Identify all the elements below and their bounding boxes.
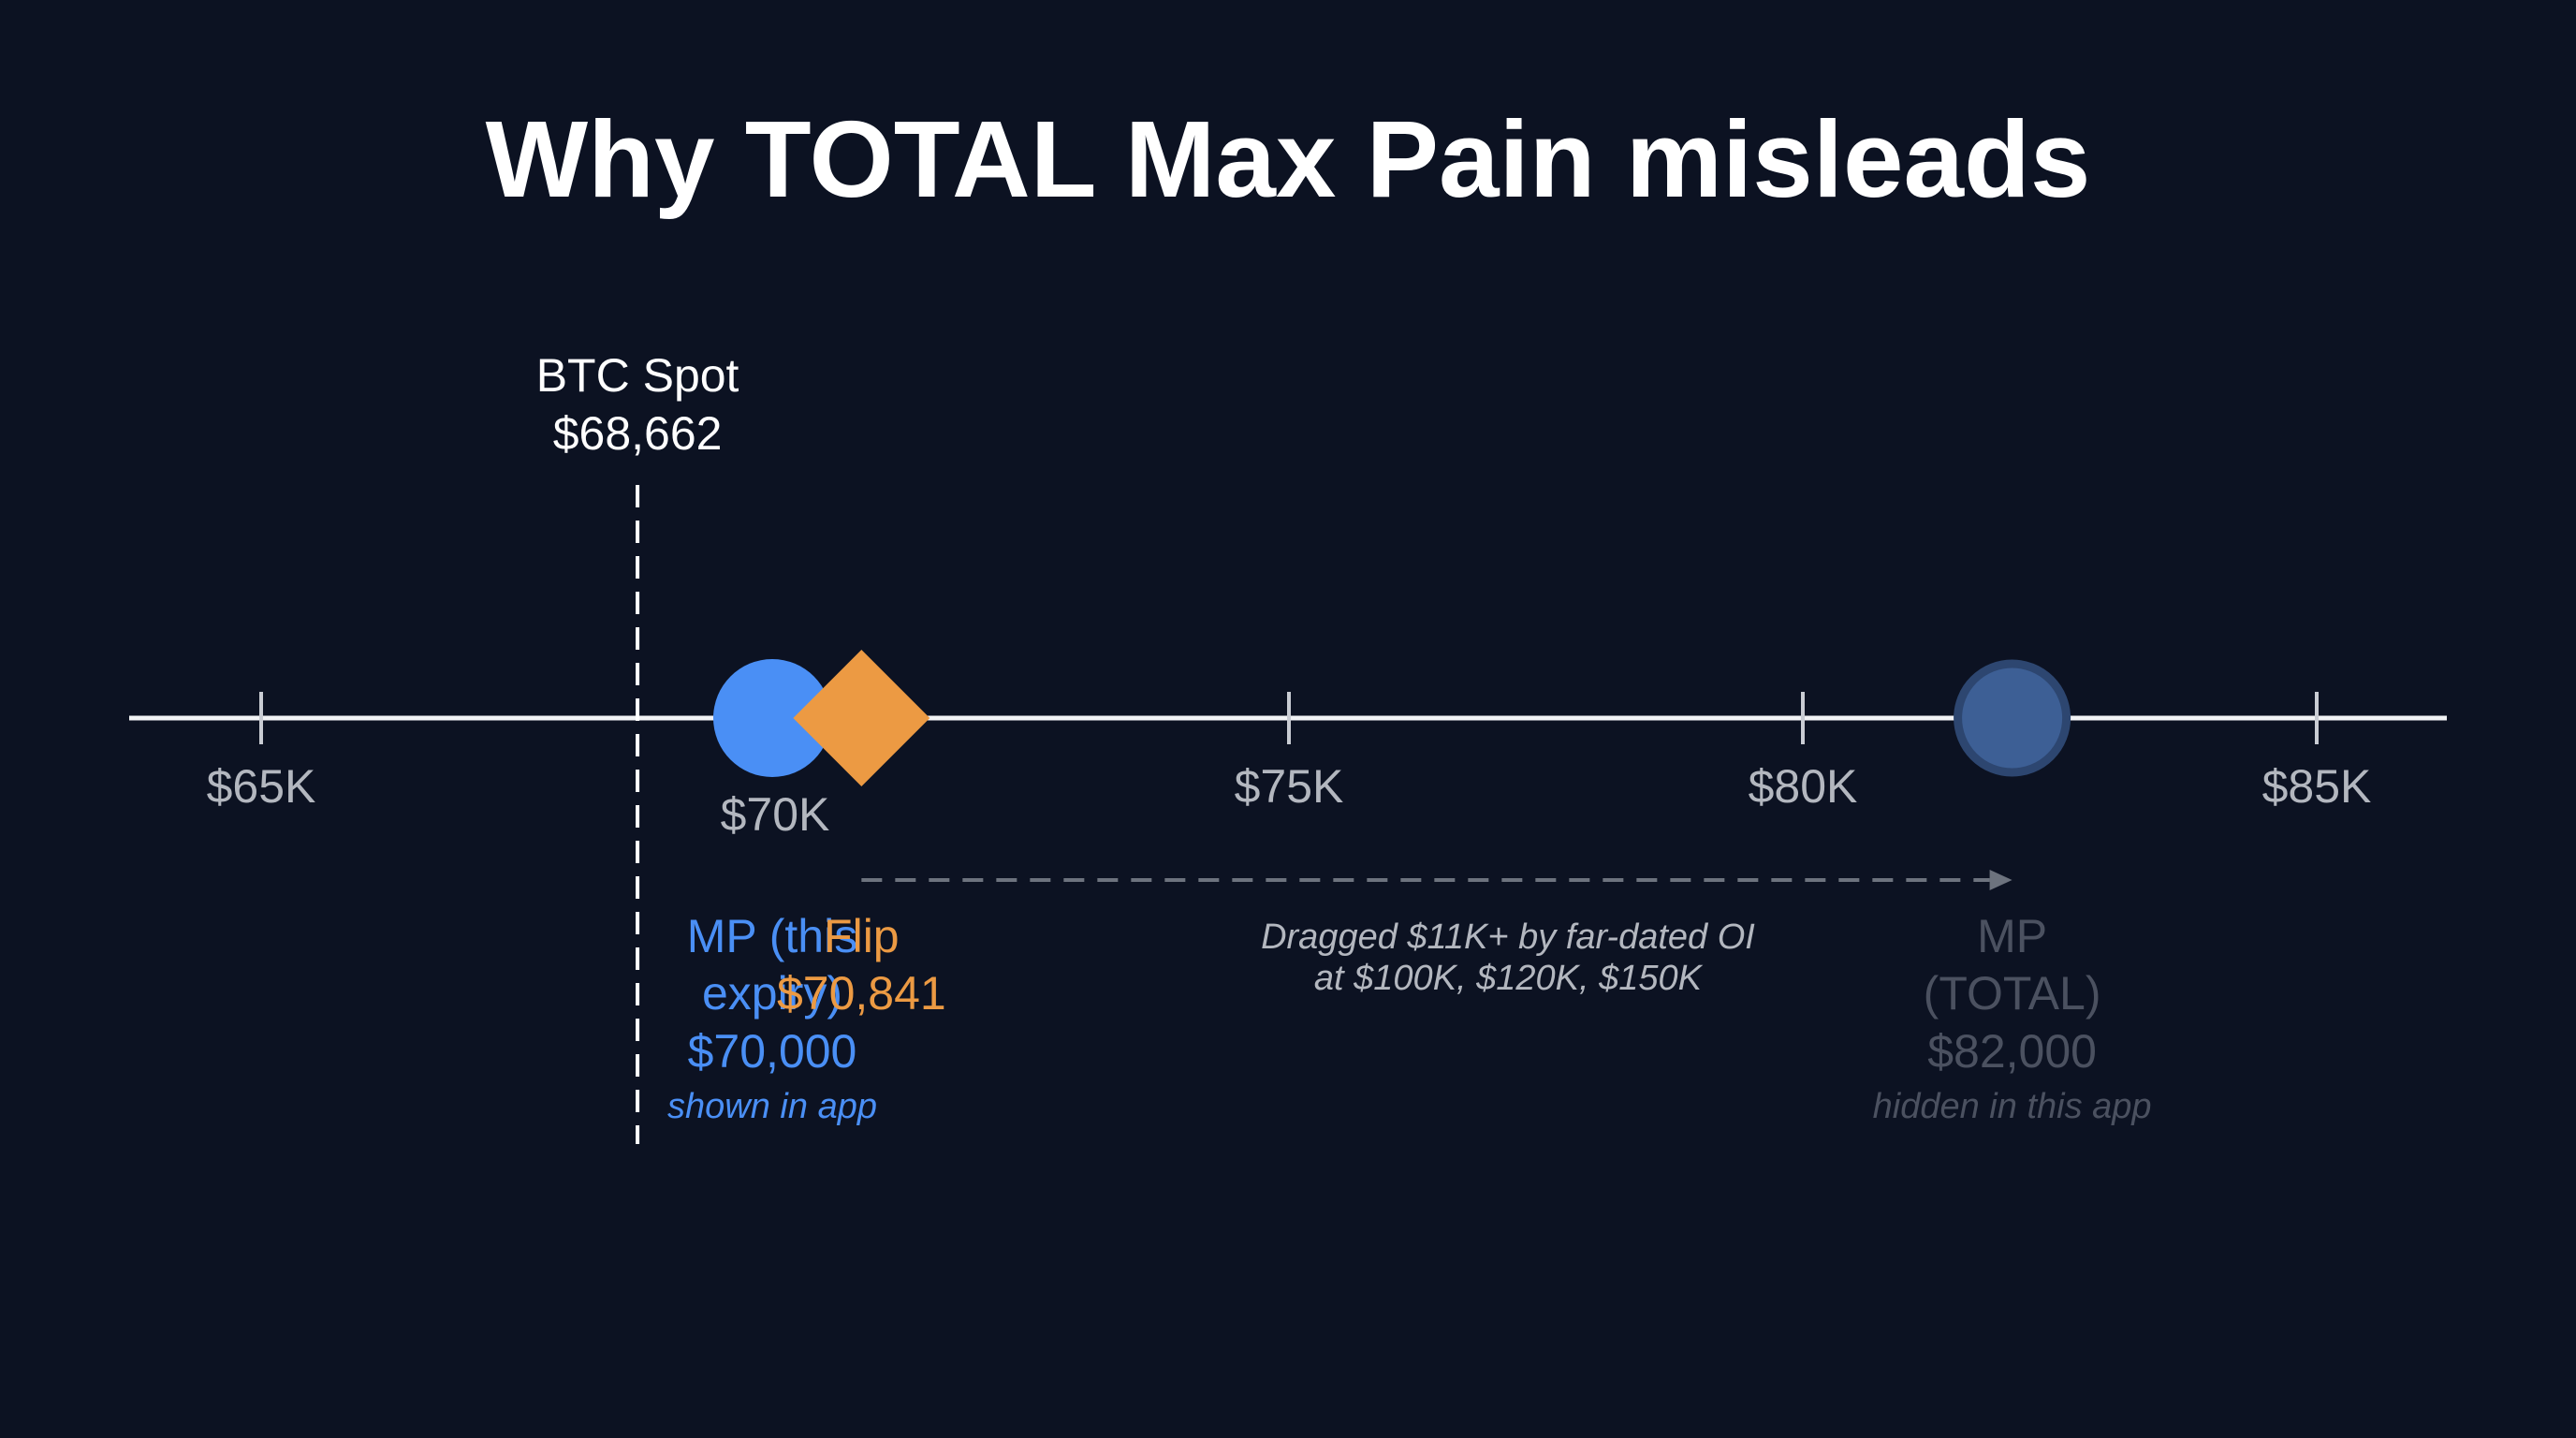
mp-expiry-note: shown in app: [667, 1087, 877, 1126]
mp-expiry-label-line-2: expiry): [702, 967, 842, 1020]
btc-spot-marker: BTC Spot $68,662: [536, 349, 739, 1144]
flip-value: $70,841: [777, 967, 946, 1020]
drag-arrow: Dragged $11K+ by far-dated OI at $100K, …: [861, 870, 2012, 998]
mp-expiry-value: $70,000: [688, 1025, 857, 1078]
axis-tick-label: $80K: [1749, 760, 1858, 813]
mp-total-marker: MP (TOTAL) $82,000 hidden in this app: [1873, 659, 2152, 1126]
flip-diamond: [793, 650, 930, 786]
mp-expiry-marker: MP (this expiry) $70,000 shown in app: [667, 659, 877, 1126]
axis-tick-label: $85K: [2262, 760, 2372, 813]
mp-expiry-dot: [713, 659, 831, 777]
mp-total-note: hidden in this app: [1873, 1087, 2152, 1126]
mp-total-label-line-1: MP: [1977, 910, 2047, 962]
axis-ticks: $65K $70K $75K $80K $85K: [207, 692, 2372, 841]
flip-label: Flip: [824, 910, 900, 962]
btc-spot-value: $68,662: [553, 407, 723, 460]
mp-total-dot: [1954, 659, 2071, 777]
page-title: Why TOTAL Max Pain misleads: [486, 98, 2091, 220]
axis-tick-label: $65K: [207, 760, 316, 813]
mp-expiry-label-line-1: MP (this: [687, 910, 857, 962]
axis-tick-label: $70K: [721, 788, 830, 841]
drag-note-line-2: at $100K, $120K, $150K: [1314, 959, 1704, 998]
mp-total-value: $82,000: [1927, 1025, 2097, 1078]
drag-note-line-1: Dragged $11K+ by far-dated OI: [1261, 917, 1755, 957]
flip-marker: Flip $70,841: [777, 650, 946, 1020]
mp-total-label-line-2: (TOTAL): [1924, 967, 2101, 1020]
axis-tick-label: $75K: [1235, 760, 1344, 813]
btc-spot-label: BTC Spot: [536, 349, 739, 402]
drag-arrow-head: [1989, 870, 2012, 890]
